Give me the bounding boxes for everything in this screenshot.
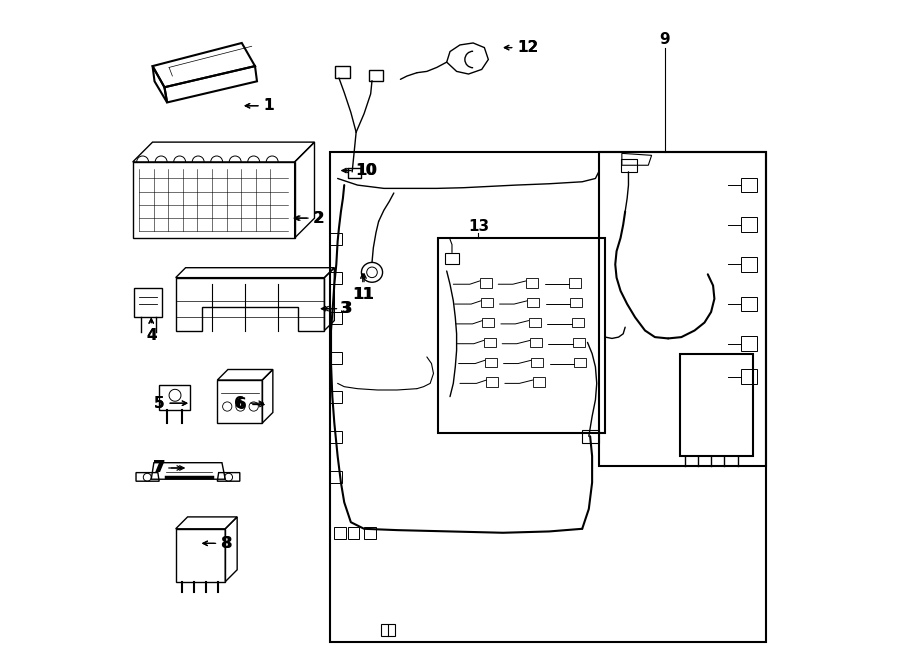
Bar: [329, 233, 342, 245]
Bar: [526, 278, 538, 288]
Bar: [620, 159, 637, 172]
Bar: [582, 430, 599, 443]
Bar: [741, 217, 758, 232]
Text: 8: 8: [203, 536, 230, 551]
Bar: [480, 278, 491, 288]
Bar: [347, 527, 359, 539]
Text: 5: 5: [154, 396, 186, 410]
Text: 3: 3: [324, 301, 353, 316]
Bar: [680, 354, 752, 456]
Text: 4: 4: [146, 319, 157, 343]
Text: 13: 13: [468, 219, 489, 233]
Text: 3: 3: [321, 301, 350, 316]
Text: 10: 10: [344, 163, 378, 178]
Bar: [741, 336, 758, 351]
Bar: [381, 624, 395, 636]
Bar: [482, 298, 493, 307]
Bar: [741, 369, 758, 384]
Text: 12: 12: [504, 40, 538, 55]
Text: 10: 10: [342, 163, 376, 178]
Bar: [335, 66, 349, 78]
Bar: [741, 297, 758, 311]
Bar: [741, 257, 758, 272]
Bar: [533, 377, 544, 387]
Text: 4: 4: [146, 319, 157, 343]
Text: 7: 7: [152, 461, 182, 475]
Bar: [569, 278, 580, 288]
Bar: [598, 152, 766, 466]
Bar: [531, 358, 544, 367]
Text: 2: 2: [295, 211, 325, 225]
Bar: [485, 358, 497, 367]
Bar: [482, 318, 494, 327]
Bar: [369, 70, 382, 81]
Bar: [527, 298, 539, 307]
Text: 7: 7: [155, 461, 184, 475]
Text: 2: 2: [294, 211, 323, 225]
Bar: [573, 338, 585, 347]
Text: 12: 12: [504, 40, 538, 55]
Text: 8: 8: [203, 536, 232, 551]
Bar: [741, 178, 758, 192]
Bar: [483, 338, 496, 347]
Bar: [347, 168, 361, 178]
Bar: [329, 352, 342, 364]
Bar: [334, 527, 346, 539]
Text: 1: 1: [246, 98, 274, 113]
Bar: [571, 298, 582, 307]
Bar: [574, 358, 586, 367]
Text: 5: 5: [154, 396, 186, 410]
Bar: [329, 312, 342, 324]
Text: 6: 6: [234, 396, 264, 410]
Bar: [329, 272, 342, 284]
Text: 6: 6: [237, 397, 264, 412]
Bar: [528, 318, 541, 327]
Bar: [329, 391, 342, 403]
Text: 9: 9: [660, 32, 670, 47]
Text: 1: 1: [246, 98, 274, 113]
Text: 11: 11: [352, 274, 374, 302]
Bar: [486, 377, 499, 387]
Bar: [329, 152, 766, 642]
Bar: [329, 471, 342, 483]
Bar: [438, 238, 606, 433]
Bar: [445, 253, 459, 264]
Bar: [572, 318, 583, 327]
Text: 11: 11: [354, 274, 374, 302]
Bar: [530, 338, 542, 347]
Bar: [364, 527, 376, 539]
Bar: [329, 431, 342, 443]
